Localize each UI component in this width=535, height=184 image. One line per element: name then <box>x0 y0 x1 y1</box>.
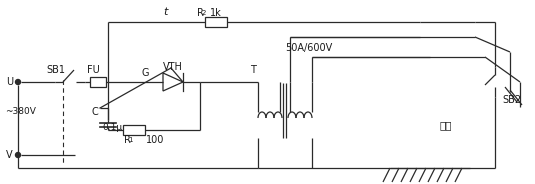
Text: U: U <box>6 77 13 87</box>
Text: 50A/600V: 50A/600V <box>285 43 332 53</box>
Bar <box>90 77 106 87</box>
Text: t: t <box>163 7 167 17</box>
Bar <box>205 17 227 27</box>
Text: 0.1μ: 0.1μ <box>102 123 122 132</box>
Text: 1: 1 <box>128 137 133 143</box>
Text: 2: 2 <box>202 10 207 16</box>
Text: R: R <box>197 8 204 18</box>
Text: SB1: SB1 <box>46 65 65 75</box>
Text: R: R <box>124 135 131 145</box>
Bar <box>123 125 145 135</box>
Text: T: T <box>250 65 256 75</box>
Text: VTH: VTH <box>163 62 183 72</box>
Polygon shape <box>163 73 183 91</box>
Text: FU: FU <box>87 65 100 75</box>
Text: ~380V: ~380V <box>5 107 36 116</box>
Text: C: C <box>91 107 98 117</box>
Text: SB2: SB2 <box>502 95 521 105</box>
Text: 100: 100 <box>146 135 164 145</box>
Text: 1k: 1k <box>210 8 221 18</box>
Circle shape <box>16 79 20 84</box>
Text: 焊枪: 焊枪 <box>440 120 453 130</box>
Text: G: G <box>141 68 149 78</box>
Circle shape <box>16 153 20 158</box>
Text: V: V <box>6 150 13 160</box>
